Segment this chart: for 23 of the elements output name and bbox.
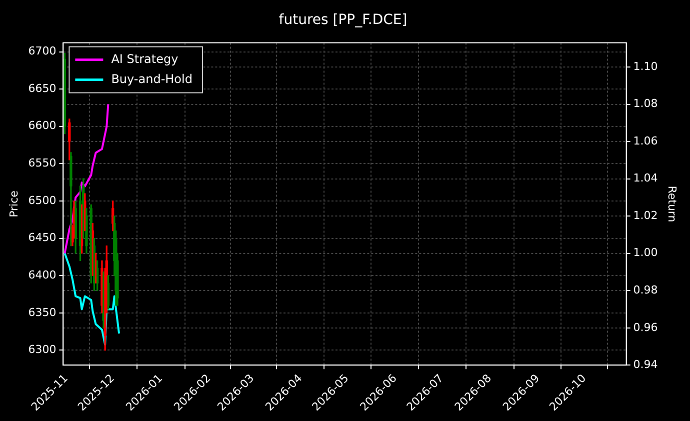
y-tick-label: 6650 bbox=[28, 82, 56, 95]
y-tick-label: 6450 bbox=[28, 231, 56, 244]
y2-tick-label: 1.10 bbox=[633, 60, 658, 73]
y2-tick-label: 1.00 bbox=[633, 246, 658, 260]
y-tick-label: 6550 bbox=[28, 156, 56, 170]
y-tick-label: 6400 bbox=[28, 268, 56, 282]
y2-tick-label: 1.06 bbox=[633, 134, 658, 148]
y2-tick-label: 1.04 bbox=[633, 172, 658, 185]
y-tick-label: 6500 bbox=[28, 194, 56, 207]
y2-tick-label: 0.96 bbox=[633, 320, 658, 334]
y-tick-label: 6300 bbox=[28, 343, 56, 356]
y2-tick-label: 0.98 bbox=[633, 283, 658, 296]
y2-tick-label: 1.08 bbox=[633, 97, 658, 110]
y-tick-label: 6700 bbox=[28, 44, 56, 58]
legend-label: AI Strategy bbox=[111, 52, 178, 66]
y-axis-title: Price bbox=[7, 190, 20, 218]
y-tick-label: 6600 bbox=[28, 119, 56, 132]
y2-tick-label: 1.02 bbox=[633, 208, 658, 222]
legend-label: Buy-and-Hold bbox=[111, 72, 192, 86]
chart-title: futures [PP_F.DCE] bbox=[278, 12, 408, 28]
y2-axis-title: Return bbox=[666, 186, 679, 222]
y2-tick-label: 0.94 bbox=[633, 358, 658, 372]
y-tick-label: 6350 bbox=[28, 306, 56, 319]
